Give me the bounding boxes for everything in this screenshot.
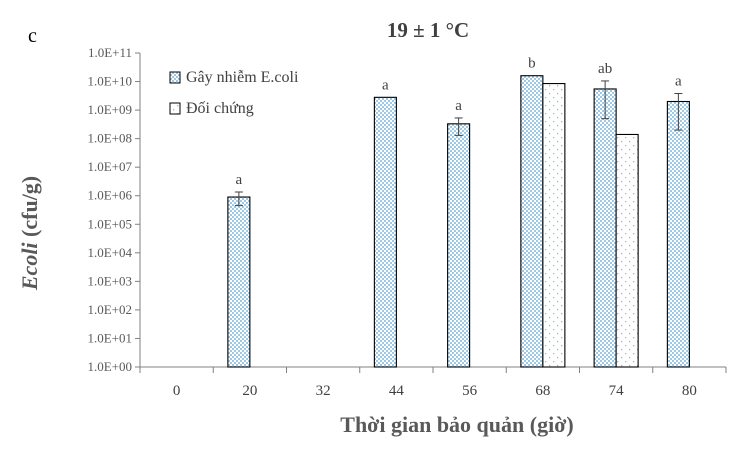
bar-infected — [447, 123, 471, 368]
bar-infected — [520, 75, 544, 368]
x-tick-label: 44 — [389, 383, 405, 399]
y-tick-label: 1.0E+11 — [88, 45, 132, 60]
chart-title: 19 ± 1 °C — [387, 18, 469, 42]
bar-control — [542, 83, 566, 368]
bar-infected — [593, 88, 617, 368]
y-tick-label: 1.0E+01 — [87, 330, 132, 345]
y-tick-label: 1.0E+10 — [87, 74, 132, 89]
bar-control — [615, 133, 639, 368]
y-tick-label: 1.0E+06 — [87, 188, 132, 203]
y-tick-label: 1.0E+08 — [87, 131, 132, 146]
panel-label: c — [28, 25, 37, 47]
x-tick-label: 68 — [535, 383, 550, 399]
y-tick-label: 1.0E+09 — [87, 102, 132, 117]
significance-letter: ab — [598, 61, 612, 77]
significance-letter: a — [382, 77, 389, 93]
significance-letter: a — [675, 74, 682, 90]
y-tick-label: 1.0E+04 — [87, 245, 132, 260]
axes: 1.0E+00 1.0E+01 1.0E+02 1.0E+03 1.0E+04 1.0E+… — [87, 45, 727, 399]
y-tick-label: 1.0E+03 — [87, 273, 132, 288]
significance-letter: a — [236, 172, 243, 188]
x-tick-label: 20 — [242, 383, 257, 399]
x-tick-label: 32 — [316, 383, 331, 399]
x-tick-label: 74 — [609, 383, 625, 399]
legend-label: Gây nhiễm E.coli — [186, 69, 299, 86]
bar-infected — [373, 96, 397, 368]
x-tick-label: 80 — [682, 383, 697, 399]
legend-swatch — [169, 71, 181, 84]
x-axis-label: Thời gian bảo quản (giờ) — [340, 412, 573, 437]
bar-infected — [227, 196, 251, 368]
y-axis-label: Ecoli (cfu/g) — [17, 176, 42, 291]
y-axis-label-unit: (cfu/g) — [17, 176, 42, 243]
y-tick-label: 1.0E+05 — [87, 216, 132, 231]
legend: Gây nhiễm E.coli Đối chứng — [169, 69, 299, 117]
legend-label: Đối chứng — [186, 100, 254, 117]
x-tick-label: 56 — [462, 383, 478, 399]
y-tick-label: 1.0E+00 — [87, 359, 132, 374]
significance-letter: b — [528, 56, 536, 72]
y-axis-label-italic: Ecoli — [17, 242, 42, 292]
bar-infected — [666, 100, 690, 368]
x-tick-label: 0 — [173, 383, 181, 399]
legend-swatch — [169, 102, 181, 115]
y-tick-label: 1.0E+02 — [87, 302, 132, 317]
y-tick-label: 1.0E+07 — [87, 159, 132, 174]
significance-letter: a — [455, 98, 462, 114]
